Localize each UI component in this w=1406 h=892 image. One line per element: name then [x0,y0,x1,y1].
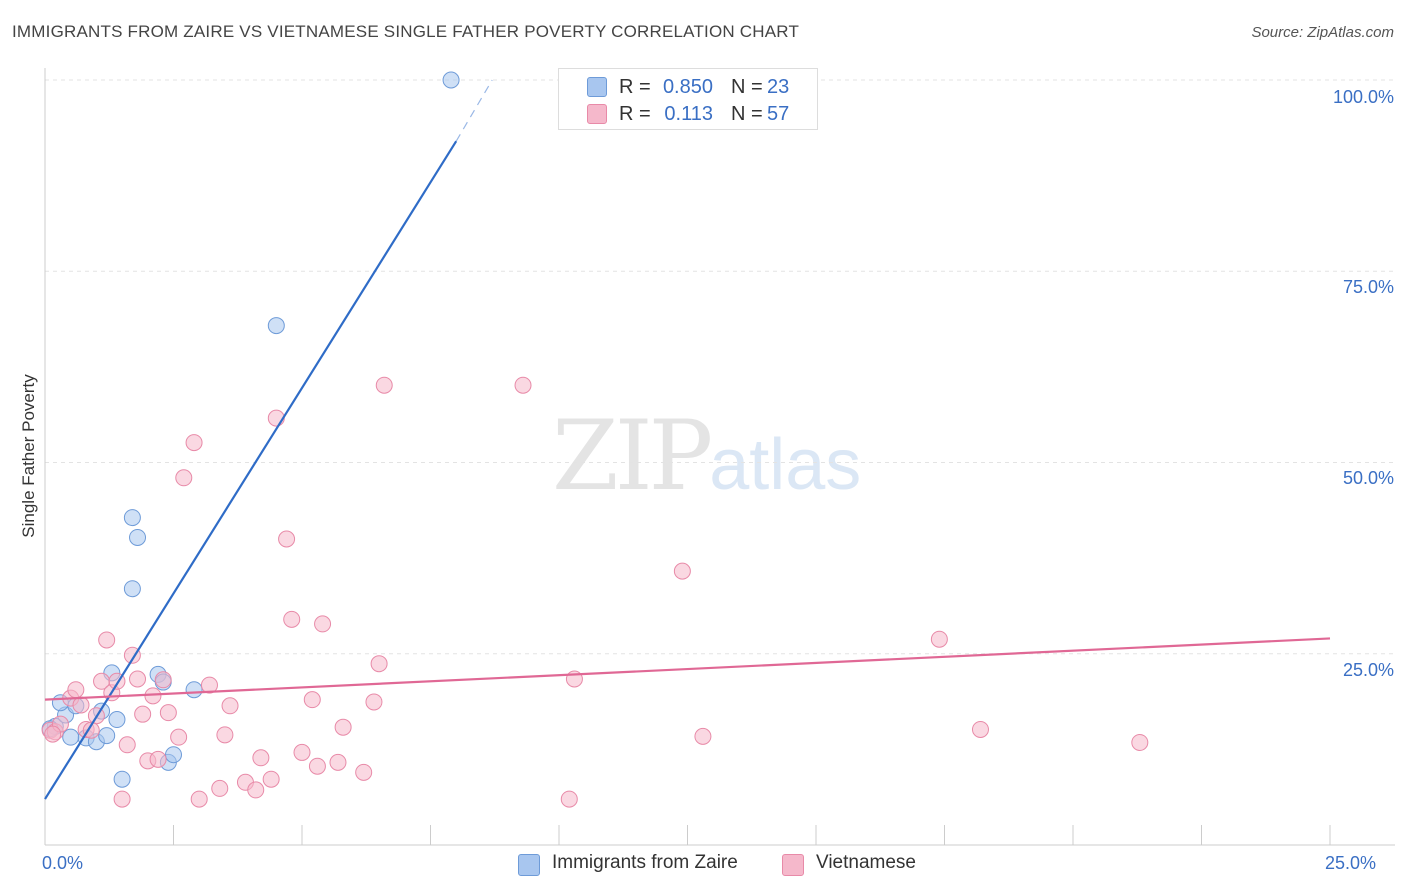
point-zaire-20 [442,71,460,89]
point-vietnamese-24 [190,790,208,808]
point-vietnamese-51 [971,720,989,738]
point-vietnamese-41 [355,763,373,781]
stats-r-value: 0.850 [662,76,713,98]
stats-box: R = 0.850 N = 23 R = 0.113 N = 57 [558,68,818,130]
stats-swatch-vietnamese [587,104,607,124]
y-tick-label-100: 100.0% [1332,87,1394,107]
point-vietnamese-50 [930,630,948,648]
trend-extension-zaire [455,79,493,142]
point-vietnamese-49 [694,727,712,745]
stats-n-label: N = [731,76,763,98]
stats-n-value: 23 [767,76,790,98]
y-tick-label-50: 50.0% [1342,468,1394,488]
point-vietnamese-21 [170,728,188,746]
point-vietnamese-55 [149,750,167,768]
legend: Immigrants from Zaire Vietnamese [0,852,1406,876]
point-vietnamese-56 [216,726,234,744]
watermark: ZIPatlas [552,400,861,512]
point-zaire-12 [129,528,147,546]
watermark-zip: ZIP [552,400,713,512]
point-vietnamese-53 [44,725,62,743]
x-tick-label-min: 0.0% [42,853,84,873]
source-credit: Source: ZipAtlas.com [1251,24,1394,41]
point-vietnamese-54 [82,721,100,739]
point-vietnamese-15 [129,670,147,688]
point-zaire-17 [165,746,182,764]
point-vietnamese-36 [303,691,321,709]
legend-swatch-vietnamese [782,854,804,876]
point-vietnamese-45 [514,376,532,394]
point-vietnamese-23 [185,434,203,452]
point-zaire-11 [123,580,141,598]
stats-n-value: 57 [767,103,790,125]
point-vietnamese-39 [329,753,347,771]
point-vietnamese-12 [113,790,131,808]
point-zaire-18 [185,681,203,699]
stats-n-label: N = [731,103,763,125]
legend-swatch-zaire [518,854,540,876]
point-vietnamese-4 [67,681,85,699]
stats-r-value: 0.113 [664,103,713,125]
point-vietnamese-31 [262,770,280,788]
point-vietnamese-40 [334,718,352,736]
stats-swatch-zaire [587,77,607,97]
point-zaire-13 [123,509,141,527]
y-tick-label-25: 25.0% [1342,660,1394,680]
stats-row-vietnamese: R = 0.113 N = 57 [559,100,817,126]
legend-label-zaire: Immigrants from Zaire [552,852,738,873]
point-zaire-7 [98,727,116,745]
point-vietnamese-5 [72,696,90,714]
point-vietnamese-33 [278,530,296,548]
point-vietnamese-34 [283,610,301,628]
point-vietnamese-16 [134,705,152,723]
point-zaire-19 [267,317,285,335]
legend-label-vietnamese: Vietnamese [816,852,916,873]
point-vietnamese-22 [175,469,193,487]
point-vietnamese-20 [159,704,177,722]
point-zaire-10 [113,770,131,788]
point-vietnamese-27 [221,697,239,715]
trend-line-zaire [44,140,458,800]
point-vietnamese-35 [293,743,311,761]
point-zaire-8 [108,711,126,729]
x-tick-label-max: 25.0% [1325,853,1377,873]
point-vietnamese-44 [375,376,393,394]
point-vietnamese-37 [308,757,326,775]
point-vietnamese-52 [1131,733,1149,751]
point-vietnamese-47 [560,790,578,808]
y-tick-label-75: 75.0% [1342,277,1394,297]
trend-line-vietnamese [44,637,1331,701]
stats-r-label: R = [619,103,651,125]
chart-title: IMMIGRANTS FROM ZAIRE VS VIETNAMESE SING… [12,22,800,41]
watermark-atlas: atlas [709,425,862,505]
point-vietnamese-25 [200,676,218,694]
point-vietnamese-43 [370,655,388,673]
point-vietnamese-13 [118,736,136,754]
point-vietnamese-30 [252,749,270,767]
point-vietnamese-38 [314,615,332,633]
stats-row-zaire: R = 0.850 N = 23 [559,73,817,99]
point-vietnamese-9 [98,631,116,649]
point-vietnamese-42 [365,693,383,711]
stats-r-label: R = [619,76,651,98]
point-zaire-22 [62,728,80,746]
point-vietnamese-26 [211,779,229,797]
point-vietnamese-48 [673,562,691,580]
point-vietnamese-19 [154,671,172,689]
point-vietnamese-29 [247,781,265,799]
